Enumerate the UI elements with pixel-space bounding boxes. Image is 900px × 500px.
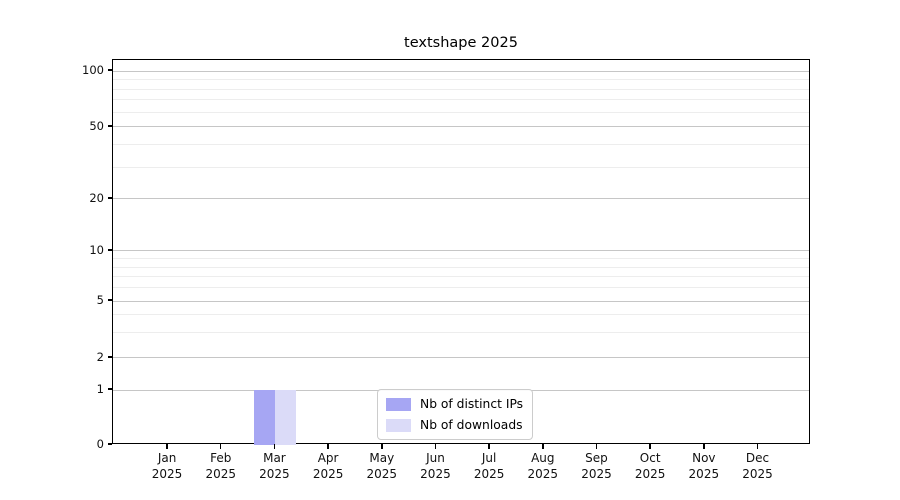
x-tick-label: Dec 2025 bbox=[742, 451, 773, 481]
y-minor-gridline bbox=[113, 79, 809, 81]
y-tick-label: 50 bbox=[89, 118, 104, 133]
legend-label: Nb of downloads bbox=[420, 418, 523, 432]
y-gridline bbox=[113, 300, 809, 302]
bar-downloads bbox=[275, 390, 297, 445]
x-tick-label: Feb 2025 bbox=[205, 451, 236, 481]
x-tick-label: Mar 2025 bbox=[259, 451, 290, 481]
x-tick-label: Jul 2025 bbox=[473, 451, 505, 481]
bar-distinct-ips bbox=[254, 390, 276, 445]
x-tick bbox=[434, 444, 437, 449]
y-minor-gridline bbox=[113, 88, 809, 90]
y-minor-gridline bbox=[113, 144, 809, 146]
y-tick bbox=[108, 443, 112, 445]
legend-swatch bbox=[386, 397, 411, 411]
y-tick-label: 20 bbox=[89, 190, 104, 205]
y-gridline bbox=[113, 357, 809, 359]
x-tick-label: Apr 2025 bbox=[312, 451, 344, 481]
x-tick bbox=[649, 444, 651, 449]
x-tick bbox=[595, 444, 598, 449]
y-tick-label: 2 bbox=[96, 349, 104, 364]
y-tick bbox=[108, 249, 112, 251]
y-tick bbox=[108, 197, 112, 199]
y-tick bbox=[108, 356, 112, 358]
x-tick-label: Sep 2025 bbox=[581, 451, 612, 481]
y-minor-gridline bbox=[113, 166, 809, 168]
chart-title: textshape 2025 bbox=[404, 35, 518, 51]
y-minor-gridline bbox=[113, 266, 809, 268]
y-tick-label: 1 bbox=[96, 382, 104, 397]
y-minor-gridline bbox=[113, 314, 809, 316]
x-tick-label: Oct 2025 bbox=[634, 451, 666, 481]
y-minor-gridline bbox=[113, 99, 809, 101]
plot-area: Nb of distinct IPs Nb of downloads bbox=[112, 59, 810, 445]
x-tick bbox=[166, 444, 168, 449]
x-tick-label: Nov 2025 bbox=[688, 451, 720, 481]
x-tick bbox=[488, 444, 490, 449]
y-tick bbox=[108, 299, 112, 301]
x-tick-label: Aug 2025 bbox=[527, 451, 559, 481]
y-minor-gridline bbox=[113, 332, 809, 334]
y-tick-label: 5 bbox=[96, 293, 104, 307]
x-tick bbox=[219, 444, 222, 449]
legend-swatch bbox=[386, 418, 411, 432]
y-minor-gridline bbox=[113, 111, 809, 113]
y-gridline bbox=[113, 126, 809, 128]
x-tick bbox=[542, 444, 544, 449]
legend: Nb of distinct IPs Nb of downloads bbox=[377, 389, 534, 440]
x-tick bbox=[756, 444, 759, 449]
y-tick bbox=[108, 388, 112, 390]
x-tick-label: Jan 2025 bbox=[151, 451, 183, 481]
x-tick bbox=[327, 444, 329, 449]
y-tick bbox=[108, 69, 112, 71]
y-tick-label: 100 bbox=[82, 63, 104, 77]
x-tick bbox=[381, 444, 383, 449]
y-gridline bbox=[113, 70, 809, 72]
y-minor-gridline bbox=[113, 287, 809, 289]
y-tick bbox=[108, 125, 112, 127]
legend-entry: Nb of distinct IPs bbox=[386, 395, 523, 413]
y-minor-gridline bbox=[113, 276, 809, 278]
y-tick-label: 10 bbox=[89, 242, 104, 257]
legend-entry: Nb of downloads bbox=[386, 416, 523, 434]
legend-label: Nb of distinct IPs bbox=[420, 397, 524, 411]
y-tick-label: 0 bbox=[96, 437, 104, 451]
y-minor-gridline bbox=[113, 258, 809, 260]
x-tick bbox=[703, 444, 705, 449]
x-tick-label: May 2025 bbox=[366, 451, 398, 481]
y-gridline bbox=[113, 250, 809, 252]
x-tick-label: Jun 2025 bbox=[420, 451, 451, 481]
y-gridline bbox=[113, 198, 809, 200]
x-tick bbox=[273, 444, 276, 449]
